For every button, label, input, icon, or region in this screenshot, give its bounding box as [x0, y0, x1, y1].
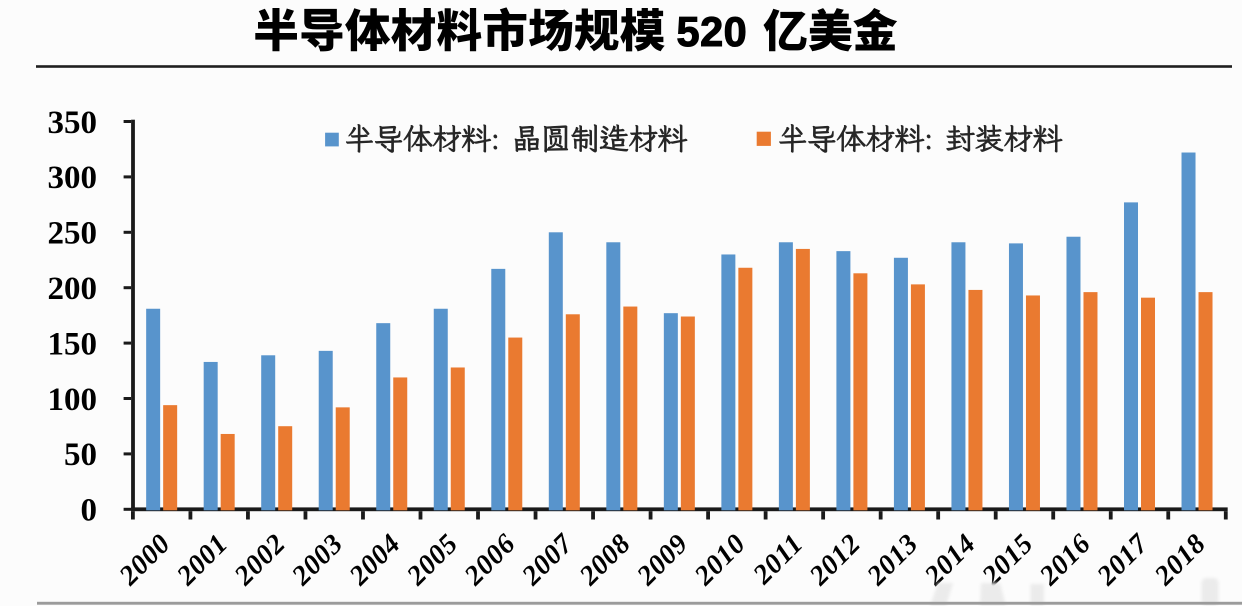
- svg-text:2007: 2007: [516, 528, 580, 592]
- svg-text:2008: 2008: [573, 528, 637, 592]
- svg-text:0: 0: [81, 493, 98, 529]
- svg-text:2000: 2000: [113, 528, 177, 592]
- svg-text:2010: 2010: [688, 528, 752, 592]
- svg-text:2001: 2001: [170, 528, 234, 592]
- svg-text:150: 150: [48, 326, 98, 362]
- svg-text:2017: 2017: [1091, 528, 1155, 592]
- svg-text:2004: 2004: [343, 528, 407, 592]
- svg-text:250: 250: [48, 216, 98, 252]
- svg-text:2014: 2014: [918, 528, 982, 592]
- svg-text:2006: 2006: [458, 528, 522, 592]
- svg-text:2016: 2016: [1033, 528, 1097, 592]
- svg-text:520: 520: [677, 8, 748, 55]
- svg-text:350: 350: [48, 105, 98, 141]
- svg-text:50: 50: [64, 437, 97, 473]
- svg-text:2015: 2015: [976, 528, 1040, 592]
- svg-text:2011: 2011: [747, 528, 810, 591]
- svg-text:2013: 2013: [861, 528, 925, 592]
- svg-text:2003: 2003: [285, 528, 349, 592]
- svg-text:2012: 2012: [803, 528, 867, 592]
- svg-text:200: 200: [48, 271, 98, 307]
- svg-text:2005: 2005: [400, 528, 464, 592]
- svg-text:300: 300: [48, 160, 98, 196]
- svg-text:2009: 2009: [631, 528, 695, 592]
- svg-text:2002: 2002: [228, 528, 292, 592]
- svg-text:100: 100: [48, 382, 98, 418]
